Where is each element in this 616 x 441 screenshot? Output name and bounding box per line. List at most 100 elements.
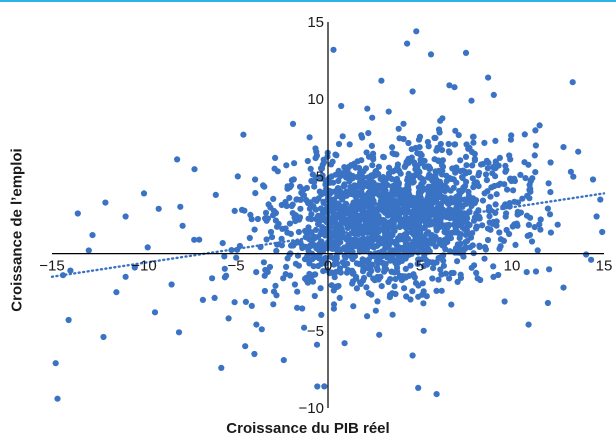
cluster-point [428,173,435,180]
cluster-point [353,285,360,292]
cluster-point [261,272,268,279]
data-point [437,117,444,124]
cluster-point [384,212,391,219]
cluster-point [368,194,376,202]
cluster-point [333,283,340,290]
cluster-point [326,187,333,194]
cluster-point [290,176,297,183]
cluster-point [410,174,417,181]
cluster-point [369,162,376,169]
cluster-point [496,229,503,236]
cluster-point [384,181,391,189]
cluster-point [294,304,301,311]
data-point [240,131,247,138]
data-point [155,205,162,212]
data-point [179,222,186,229]
cluster-point [503,226,510,234]
cluster-point [457,274,465,281]
cluster-point [469,175,476,182]
data-point [525,321,532,328]
cluster-point [311,292,318,300]
cluster-point [385,170,393,177]
data-point [409,88,416,95]
cluster-point [476,243,483,250]
cluster-point [231,299,238,306]
cluster-point [315,262,322,270]
data-point [501,298,508,305]
cluster-point [486,213,493,220]
cluster-point [238,206,246,213]
cluster-point [445,140,452,148]
data-point [420,327,427,334]
cluster-point [427,165,434,172]
cluster-point [495,271,502,279]
cluster-point [370,275,377,282]
cluster-point [537,216,544,223]
cluster-point [497,180,504,187]
cluster-point [343,192,350,199]
cluster-point [268,234,276,241]
cluster-point [448,229,455,236]
cluster-point [246,234,253,242]
data-point [175,329,183,336]
cluster-point [292,212,299,219]
cluster-point [342,254,349,261]
cluster-point [362,179,370,187]
data-point [523,269,530,276]
cluster-point [308,216,315,223]
cluster-point [426,248,433,255]
cluster-point [443,235,450,242]
cluster-point [319,256,326,263]
cluster-point [394,264,401,271]
cluster-point [507,136,514,143]
cluster-point [290,242,297,249]
cluster-point [349,270,356,277]
cluster-point [481,255,488,262]
cluster-point [280,275,287,282]
cluster-point [283,263,290,270]
cluster-point [395,125,402,132]
cluster-point [463,227,470,234]
cluster-point [408,146,415,153]
cluster-point [391,225,398,232]
cluster-point [338,195,346,202]
cluster-point [415,293,422,300]
cluster-point [461,196,468,203]
x-tick-label: −10 [131,258,156,275]
data-point [427,51,435,58]
data-point [446,82,453,89]
cluster-point [437,140,444,148]
cluster-point [299,244,306,252]
cluster-point [270,195,277,202]
cluster-point [272,154,279,161]
data-point [569,79,576,86]
cluster-point [429,275,436,282]
cluster-point [335,225,342,233]
data-point [131,264,138,271]
data-point [100,333,107,341]
cluster-point [278,201,285,209]
cluster-point [407,241,414,249]
data-point [415,384,422,391]
cluster-point [526,231,534,239]
cluster-point [450,176,457,183]
cluster-point [546,266,553,273]
cluster-point [474,275,481,282]
cluster-point [262,209,270,216]
cluster-point [366,271,373,278]
cluster-point [431,180,438,187]
cluster-point [537,226,544,233]
cluster-point [431,134,438,141]
cluster-point [358,214,365,221]
cluster-point [370,244,377,251]
cluster-point [407,296,414,303]
cluster-point [293,196,300,203]
cluster-point [397,195,404,202]
cluster-point [365,174,372,181]
cluster-point [427,238,434,245]
data-point [234,173,241,180]
cluster-point [419,280,426,287]
cluster-point [469,162,476,169]
cluster-point [411,161,418,168]
cluster-point [360,274,368,282]
